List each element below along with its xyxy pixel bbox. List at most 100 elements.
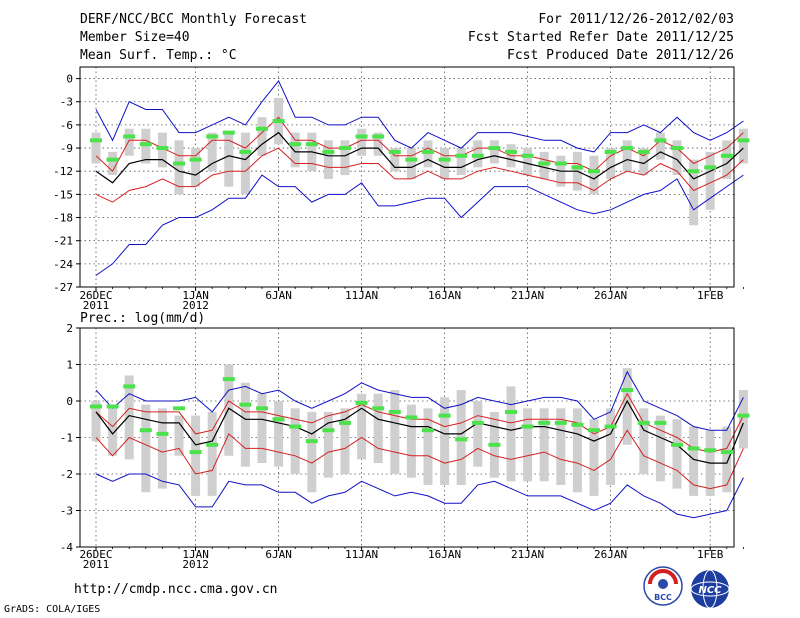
x-tick-label: 1FEB	[697, 289, 724, 302]
y-tick-label: -2	[60, 468, 73, 481]
member-range-bar	[639, 148, 649, 176]
median-marker	[289, 424, 302, 429]
median-marker	[687, 446, 700, 451]
median-marker	[123, 384, 136, 389]
forecast-produced-date: Fcst Produced Date 2011/12/26	[507, 48, 734, 63]
member-range-bar	[340, 140, 350, 176]
member-range-bar	[589, 155, 599, 195]
member-size: Member Size=40	[80, 30, 190, 45]
median-marker	[173, 406, 185, 411]
x-tick-label: 6JAN	[265, 548, 292, 561]
median-marker	[123, 134, 136, 139]
member-range-bar	[655, 415, 665, 482]
member-range-bar	[174, 415, 184, 456]
lower-spread-line	[95, 147, 744, 203]
y-tick-label: -6	[60, 119, 73, 132]
median-marker	[339, 420, 351, 425]
member-range-bar	[174, 140, 184, 195]
x-tick-label: 1JAN	[182, 548, 209, 561]
median-marker	[189, 450, 202, 455]
median-marker	[720, 153, 733, 158]
y-tick-label: 0	[66, 395, 73, 408]
forecast-start-date: Fcst Started Refer Date 2011/12/25	[467, 30, 734, 45]
member-range-bar	[191, 148, 201, 187]
median-marker	[139, 428, 152, 433]
median-marker	[372, 134, 385, 139]
median-marker	[156, 146, 169, 151]
median-marker	[505, 409, 517, 414]
upper-spread-line	[95, 116, 744, 173]
y-tick-label: -12	[53, 165, 73, 178]
median-marker	[305, 142, 318, 147]
median-marker	[621, 146, 634, 151]
median-marker	[438, 157, 451, 162]
member-range-bar	[91, 401, 101, 442]
median-marker	[388, 149, 401, 154]
y-tick-label: -15	[53, 188, 73, 201]
variable-label: Mean Surf. Temp.: °C	[80, 48, 237, 63]
median-marker	[505, 149, 517, 154]
median-marker	[355, 134, 368, 139]
median-marker	[90, 404, 102, 409]
median-marker	[654, 420, 667, 425]
upper-spread-line	[95, 392, 744, 453]
median-marker	[471, 153, 484, 158]
member-range-bar	[672, 140, 682, 176]
member-range-bar	[224, 364, 234, 456]
member-range-bar	[440, 148, 450, 179]
y-tick-label: 2	[66, 322, 73, 335]
member-range-bar	[141, 404, 151, 493]
plot-frame	[79, 66, 735, 288]
member-range-bar	[523, 148, 533, 176]
median-marker	[222, 377, 235, 382]
median-marker	[554, 161, 567, 166]
member-range-bar	[622, 368, 632, 445]
median-marker	[704, 165, 717, 170]
y-tick-label: -24	[53, 258, 73, 271]
member-range-bar	[689, 426, 699, 496]
y-tick-label: -4	[60, 541, 74, 554]
median-marker	[737, 413, 750, 418]
member-range-bar	[323, 140, 333, 179]
member-range-bar	[124, 128, 134, 156]
median-marker	[604, 424, 617, 429]
median-marker	[305, 439, 318, 444]
median-marker	[604, 149, 617, 154]
median-marker	[422, 428, 434, 433]
x-tick-label: 1FEB	[697, 548, 724, 561]
median-marker	[588, 428, 600, 433]
member-range-bar	[738, 390, 748, 449]
median-marker	[388, 409, 401, 414]
member-range-bar	[722, 140, 732, 179]
median-marker	[322, 428, 335, 433]
median-marker	[239, 149, 252, 154]
member-range-bar	[240, 382, 250, 467]
median-marker	[720, 450, 733, 455]
member-range-bar	[390, 390, 400, 474]
y-tick-label: -18	[53, 212, 73, 225]
median-marker	[471, 420, 484, 425]
ncc-logo-text: NCC	[698, 585, 722, 596]
median-marker	[671, 146, 683, 151]
source-url[interactable]: http://cmdp.ncc.cma.gov.cn	[74, 582, 278, 597]
max-line	[95, 79, 744, 153]
median-marker	[671, 442, 683, 447]
median-marker	[372, 406, 385, 411]
median-marker	[405, 415, 418, 420]
member-range-bar	[108, 404, 118, 456]
member-range-bar	[556, 408, 566, 485]
bcc-logo: BCC	[643, 566, 683, 606]
median-marker	[272, 417, 285, 422]
member-range-bar	[274, 401, 284, 467]
median-marker	[571, 422, 584, 427]
member-range-bar	[572, 408, 582, 493]
member-range-bar	[622, 140, 632, 172]
member-range-bar	[423, 408, 433, 485]
x-tick-label: 26DEC	[79, 289, 112, 302]
member-range-bar	[207, 132, 217, 172]
min-line	[95, 473, 744, 519]
plot-frame	[79, 327, 735, 548]
member-range-bar	[307, 411, 317, 493]
